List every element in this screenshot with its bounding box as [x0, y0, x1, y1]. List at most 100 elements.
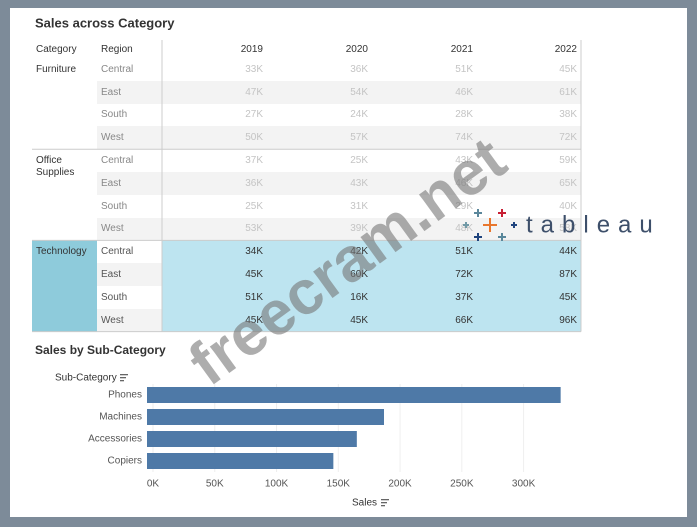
column-header: 2020	[345, 43, 368, 55]
region-cell: West	[97, 217, 162, 241]
value-cell: 42K	[267, 240, 372, 264]
logo-cross	[483, 218, 497, 232]
value-cell: 60K	[267, 263, 372, 286]
region-cell: East	[97, 263, 162, 286]
value-cell: 45K	[477, 286, 581, 309]
value-cell: 43K	[267, 172, 372, 195]
value-cell: 44K	[477, 240, 581, 264]
value-cell: 57K	[267, 126, 372, 150]
column-header: 2021	[450, 43, 473, 55]
logo-text: tableau	[526, 211, 661, 238]
logo-cross	[498, 233, 506, 241]
table-title: Sales across Category	[35, 15, 175, 30]
logo-cross	[474, 209, 482, 217]
value-cell: 45K	[162, 263, 267, 286]
value-cell: 38K	[477, 103, 581, 127]
region-cell: East	[97, 80, 162, 104]
value-cell: 43K	[372, 149, 477, 172]
value-cell: 47K	[162, 80, 267, 104]
logo: tableau	[463, 209, 661, 241]
value-cell: 59K	[477, 149, 581, 172]
value-cell: 37K	[372, 286, 477, 309]
value-cell: 48K	[372, 217, 477, 241]
x-tick-label: 200K	[388, 479, 412, 490]
value-cell: 72K	[477, 126, 581, 150]
column-header: 2022	[554, 43, 577, 55]
region-cell: South	[97, 286, 162, 309]
logo-cross	[498, 209, 506, 217]
value-cell: 72K	[372, 263, 477, 286]
value-cell: 87K	[477, 263, 581, 286]
category-cell: Office Supplies	[36, 155, 75, 179]
y-tick-label: Machines	[99, 412, 142, 423]
column-header: 2019	[240, 43, 263, 55]
region-cell: West	[97, 126, 162, 150]
sort-icon	[120, 374, 128, 382]
region-cell: West	[97, 308, 162, 332]
x-tick-label: 100K	[265, 479, 289, 490]
value-cell: 33K	[162, 58, 267, 81]
value-cell: 74K	[372, 126, 477, 150]
y-tick-label: Copiers	[108, 456, 142, 467]
value-cell: 39K	[267, 217, 372, 241]
bar	[147, 453, 334, 469]
y-tick-label: Accessories	[88, 434, 142, 445]
x-tick-label: 250K	[450, 479, 474, 490]
value-cell: 51K	[372, 240, 477, 264]
x-tick-label: 150K	[327, 479, 351, 490]
region-cell: South	[97, 194, 162, 218]
sort-icon	[381, 499, 389, 507]
x-tick-label: 50K	[206, 479, 224, 490]
column-header: Region	[101, 43, 133, 55]
category-cell: Furniture	[36, 64, 77, 75]
value-cell: 31K	[267, 194, 372, 218]
value-cell: 96K	[477, 308, 581, 332]
value-cell: 34K	[162, 240, 267, 264]
region-cell: East	[97, 172, 162, 195]
watermark: freecram.net	[177, 124, 519, 399]
value-cell: 28K	[372, 103, 477, 127]
value-cell: 46K	[372, 172, 477, 195]
category-cell: Technology	[32, 240, 97, 332]
value-cell: 61K	[477, 80, 581, 104]
value-cell: 45K	[267, 308, 372, 332]
logo-cross	[474, 233, 482, 241]
column-header: Category	[36, 43, 77, 55]
y-axis-label: Sub-Category	[55, 373, 117, 384]
logo-cross	[511, 222, 517, 228]
logo-cross	[463, 222, 469, 228]
x-tick-label: 300K	[512, 479, 536, 490]
chart-title: Sales by Sub-Category	[35, 343, 166, 357]
bar	[147, 409, 384, 425]
value-cell: 65K	[477, 172, 581, 195]
value-cell: 51K	[372, 58, 477, 81]
value-cell: 36K	[267, 58, 372, 81]
value-cell: 51K	[162, 286, 267, 309]
value-cell: 53K	[162, 217, 267, 241]
value-cell: 66K	[372, 308, 477, 332]
region-cell: Central	[97, 240, 162, 264]
region-cell: Central	[97, 58, 162, 81]
value-cell: 25K	[162, 194, 267, 218]
bar	[147, 431, 357, 447]
value-cell: 45K	[162, 308, 267, 332]
value-cell: 45K	[477, 58, 581, 81]
value-cell: 46K	[372, 80, 477, 104]
y-tick-label: Phones	[108, 390, 142, 401]
x-axis-label: Sales	[352, 498, 377, 509]
x-tick-label: 0K	[147, 479, 160, 490]
value-cell: 50K	[162, 126, 267, 150]
value-cell: 29K	[372, 194, 477, 218]
region-cell: South	[97, 103, 162, 127]
value-cell: 24K	[267, 103, 372, 127]
bar	[147, 387, 561, 403]
region-cell: Central	[97, 149, 162, 172]
value-cell: 25K	[267, 149, 372, 172]
value-cell: 16K	[267, 286, 372, 309]
value-cell: 54K	[267, 80, 372, 104]
value-cell: 36K	[162, 172, 267, 195]
value-cell: 27K	[162, 103, 267, 127]
value-cell: 37K	[162, 149, 267, 172]
